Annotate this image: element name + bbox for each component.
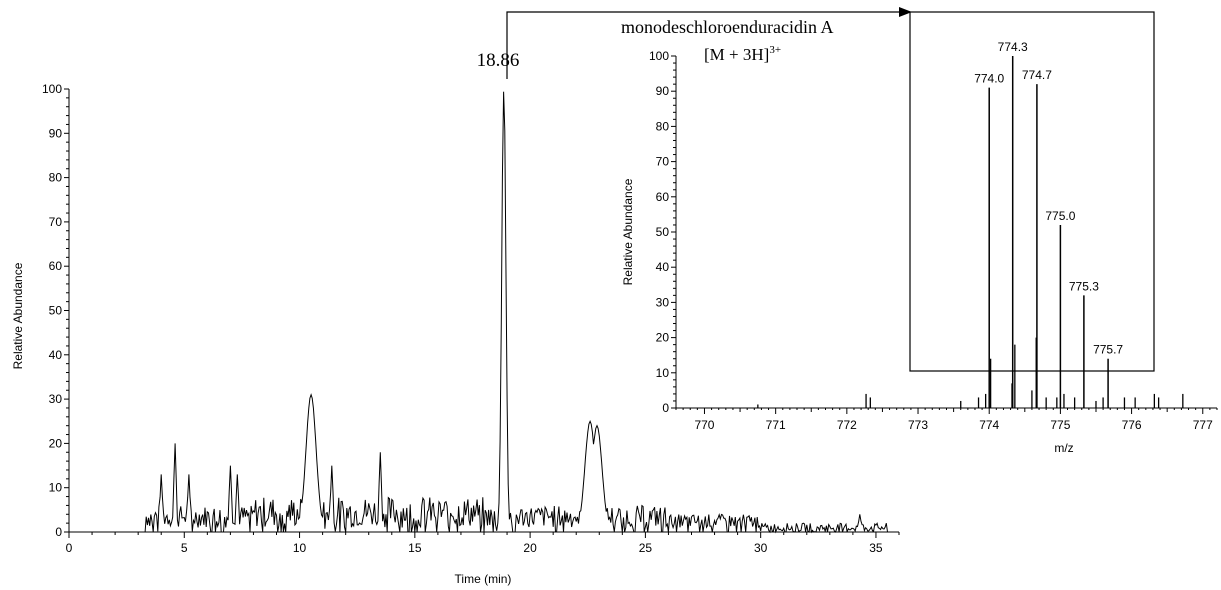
chromatogram-y-tick-label: 40 xyxy=(49,348,63,362)
mass-spectrum-y-tick-label: 10 xyxy=(656,366,670,380)
mass-spectrum-x-tick-label: 770 xyxy=(694,418,714,432)
retention-time-label: 18.86 xyxy=(477,50,520,71)
mass-spectrum-y-tick-label: 20 xyxy=(656,331,670,345)
chromatogram-y-tick-label: 50 xyxy=(49,304,63,318)
mass-spectrum-x-axis-title: m/z xyxy=(1054,441,1073,455)
mass-spectrum-axes: 0 10 20 30 40 50 60 70 80 90 100 770 771 772 773 774 775… xyxy=(649,49,1218,432)
mass-spectrum-peak-label: 774.7 xyxy=(1022,68,1052,82)
isotope-cluster-box xyxy=(909,11,1155,372)
chromatogram-trace-layer xyxy=(69,91,898,534)
chromatogram-y-tick-label: 70 xyxy=(49,215,63,229)
mass-spectrum-x-tick-label: 773 xyxy=(908,418,928,432)
ion-charge: 3+ xyxy=(769,44,781,56)
mass-spectrum-peaks xyxy=(757,56,1184,408)
mass-spectrum-peak-label: 775.3 xyxy=(1069,279,1099,293)
mass-spectrum-x-tick-label: 777 xyxy=(1193,418,1213,432)
chromatogram-y-tick-label: 80 xyxy=(49,171,63,185)
mass-spectrum-y-tick-label: 60 xyxy=(656,190,670,204)
mass-spectrum-peak-label: 775.0 xyxy=(1045,209,1075,223)
mass-spectrum-y-tick-label: 90 xyxy=(656,84,670,98)
chromatogram-x-tick-label: 35 xyxy=(869,541,883,555)
mass-spectrum-y-axis-title: Relative Abundance xyxy=(621,178,635,285)
ion-formula: [M + 3H]3+ xyxy=(704,44,781,64)
mass-spectrum-peak-label: 775.7 xyxy=(1093,343,1123,357)
compound-name: monodeschloroenduracidin A xyxy=(621,17,833,37)
chromatogram-x-axis-title: Time (min) xyxy=(455,572,512,586)
chromatogram-x-tick-label: 10 xyxy=(293,541,307,555)
chromatogram-x-tick-label: 5 xyxy=(181,541,188,555)
mass-spectrum-x-tick-label: 776 xyxy=(1122,418,1142,432)
chromatogram-y-tick-label: 10 xyxy=(49,481,63,495)
mass-spectrum-peak-label: 774.3 xyxy=(998,40,1028,54)
mass-spectrum-y-tick-label: 50 xyxy=(656,225,670,239)
mass-spectrum-y-tick-label: 40 xyxy=(656,260,670,274)
chromatogram-y-tick-label: 100 xyxy=(42,82,62,96)
chromatogram-trace xyxy=(69,91,898,534)
chromatogram-y-tick-label: 0 xyxy=(55,525,62,539)
mass-spectrum-x-tick-label: 775 xyxy=(1050,418,1070,432)
mass-spectrum-y-tick-label: 0 xyxy=(662,401,669,415)
mass-spectrum-y-tick-label: 30 xyxy=(656,295,670,309)
mass-spectrum-x-tick-label: 771 xyxy=(766,418,786,432)
mass-spectrum-x-tick-label: 774 xyxy=(979,418,999,432)
mass-spectrum-y-tick-label: 100 xyxy=(649,49,669,63)
mass-spectrum-peak-label: 774.0 xyxy=(974,72,1004,86)
chromatogram-x-tick-label: 20 xyxy=(523,541,537,555)
peak-to-spectrum-arrow xyxy=(506,7,912,79)
ion-formula-main: [M + 3H] xyxy=(704,45,769,64)
chromatogram-y-axis-title: Relative Abundance xyxy=(11,262,25,369)
mass-spectrum-x-tick-label: 772 xyxy=(837,418,857,432)
chromatogram-y-tick-label: 30 xyxy=(49,392,63,406)
chromatogram-x-tick-label: 0 xyxy=(66,541,73,555)
mass-spectrum-y-tick-label: 80 xyxy=(656,119,670,133)
mass-spectrum-y-tick-label: 70 xyxy=(656,155,670,169)
chromatogram-x-tick-label: 25 xyxy=(639,541,653,555)
chromatogram-y-tick-label: 20 xyxy=(49,436,63,450)
chromatogram-x-tick-label: 30 xyxy=(754,541,768,555)
mass-spectrum-chart: 0 10 20 30 40 50 60 70 80 90 100 770 771 772 773 774 775… xyxy=(621,40,1218,455)
chromatogram-x-tick-label: 15 xyxy=(408,541,422,555)
mass-spectrum-peak-labels: 774.0 774.3 774.7 775.0 775.3 775.7 xyxy=(974,40,1123,357)
chromatogram-y-tick-label: 60 xyxy=(49,259,63,273)
chromatogram-y-tick-label: 90 xyxy=(49,126,63,140)
